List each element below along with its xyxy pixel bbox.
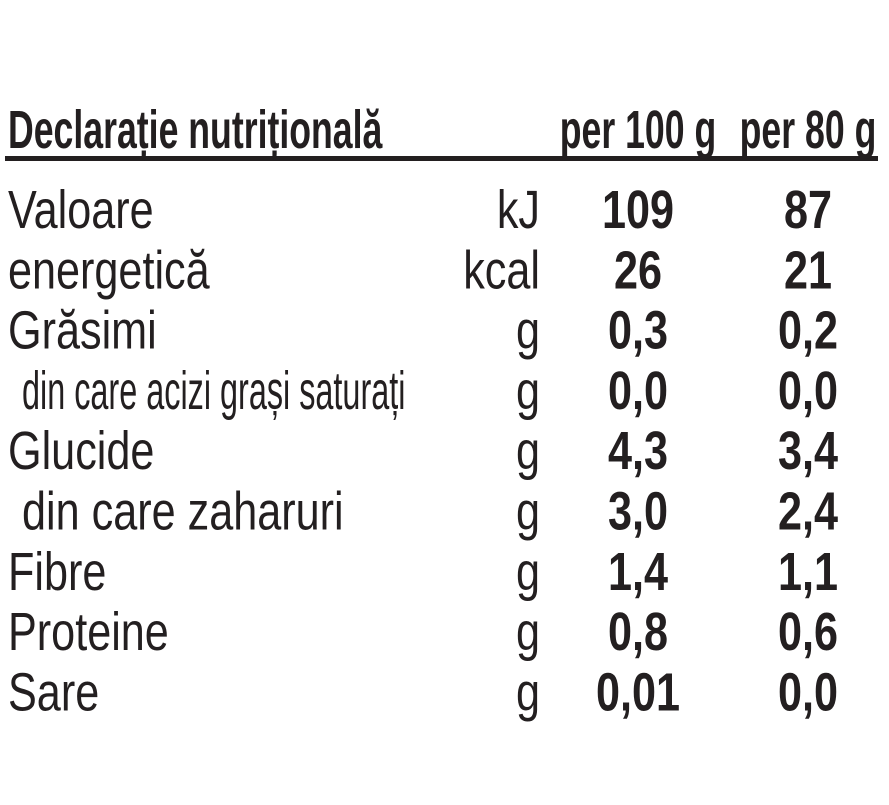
value: 0,01 — [596, 663, 680, 723]
value: 0,0 — [778, 361, 838, 421]
unit: g — [516, 542, 540, 602]
header-rule — [5, 156, 878, 161]
value: 0,2 — [778, 301, 838, 361]
row-label: Valoare — [8, 181, 154, 241]
unit: kcal — [463, 241, 540, 301]
row-label: Grăsimi — [8, 301, 157, 361]
column-header: per 100 g — [560, 100, 717, 160]
value: 3,4 — [778, 422, 838, 482]
value: 1,1 — [778, 542, 838, 602]
header-title: Declarație nutrițională — [8, 100, 383, 161]
value: 21 — [784, 241, 832, 301]
value: 0,6 — [778, 603, 838, 663]
value: 2,4 — [778, 482, 838, 542]
unit: g — [516, 663, 540, 723]
unit: g — [516, 361, 540, 421]
value: 26 — [614, 241, 662, 301]
value: 109 — [602, 181, 674, 241]
column-header: per 80 g — [740, 100, 877, 160]
sub-label: din care acizi grași saturați — [22, 362, 405, 421]
row-label: Glucide — [8, 422, 154, 482]
value: 0,8 — [608, 603, 668, 663]
row-label: Fibre — [8, 542, 106, 602]
unit: g — [516, 422, 540, 482]
value: 4,3 — [608, 422, 668, 482]
row-label: Proteine — [8, 603, 169, 663]
unit: g — [516, 482, 540, 542]
sub-label: din care zaharuri — [22, 482, 344, 542]
value: 1,4 — [608, 542, 668, 602]
unit: g — [516, 301, 540, 361]
value: 0,0 — [608, 361, 668, 421]
value: 87 — [784, 181, 832, 241]
unit: g — [516, 603, 540, 663]
value: 0,3 — [608, 301, 668, 361]
unit: kJ — [497, 181, 540, 241]
row-label: energetică — [8, 241, 210, 301]
value: 3,0 — [608, 482, 668, 542]
row-label: Sare — [8, 663, 99, 723]
value: 0,0 — [778, 663, 838, 723]
